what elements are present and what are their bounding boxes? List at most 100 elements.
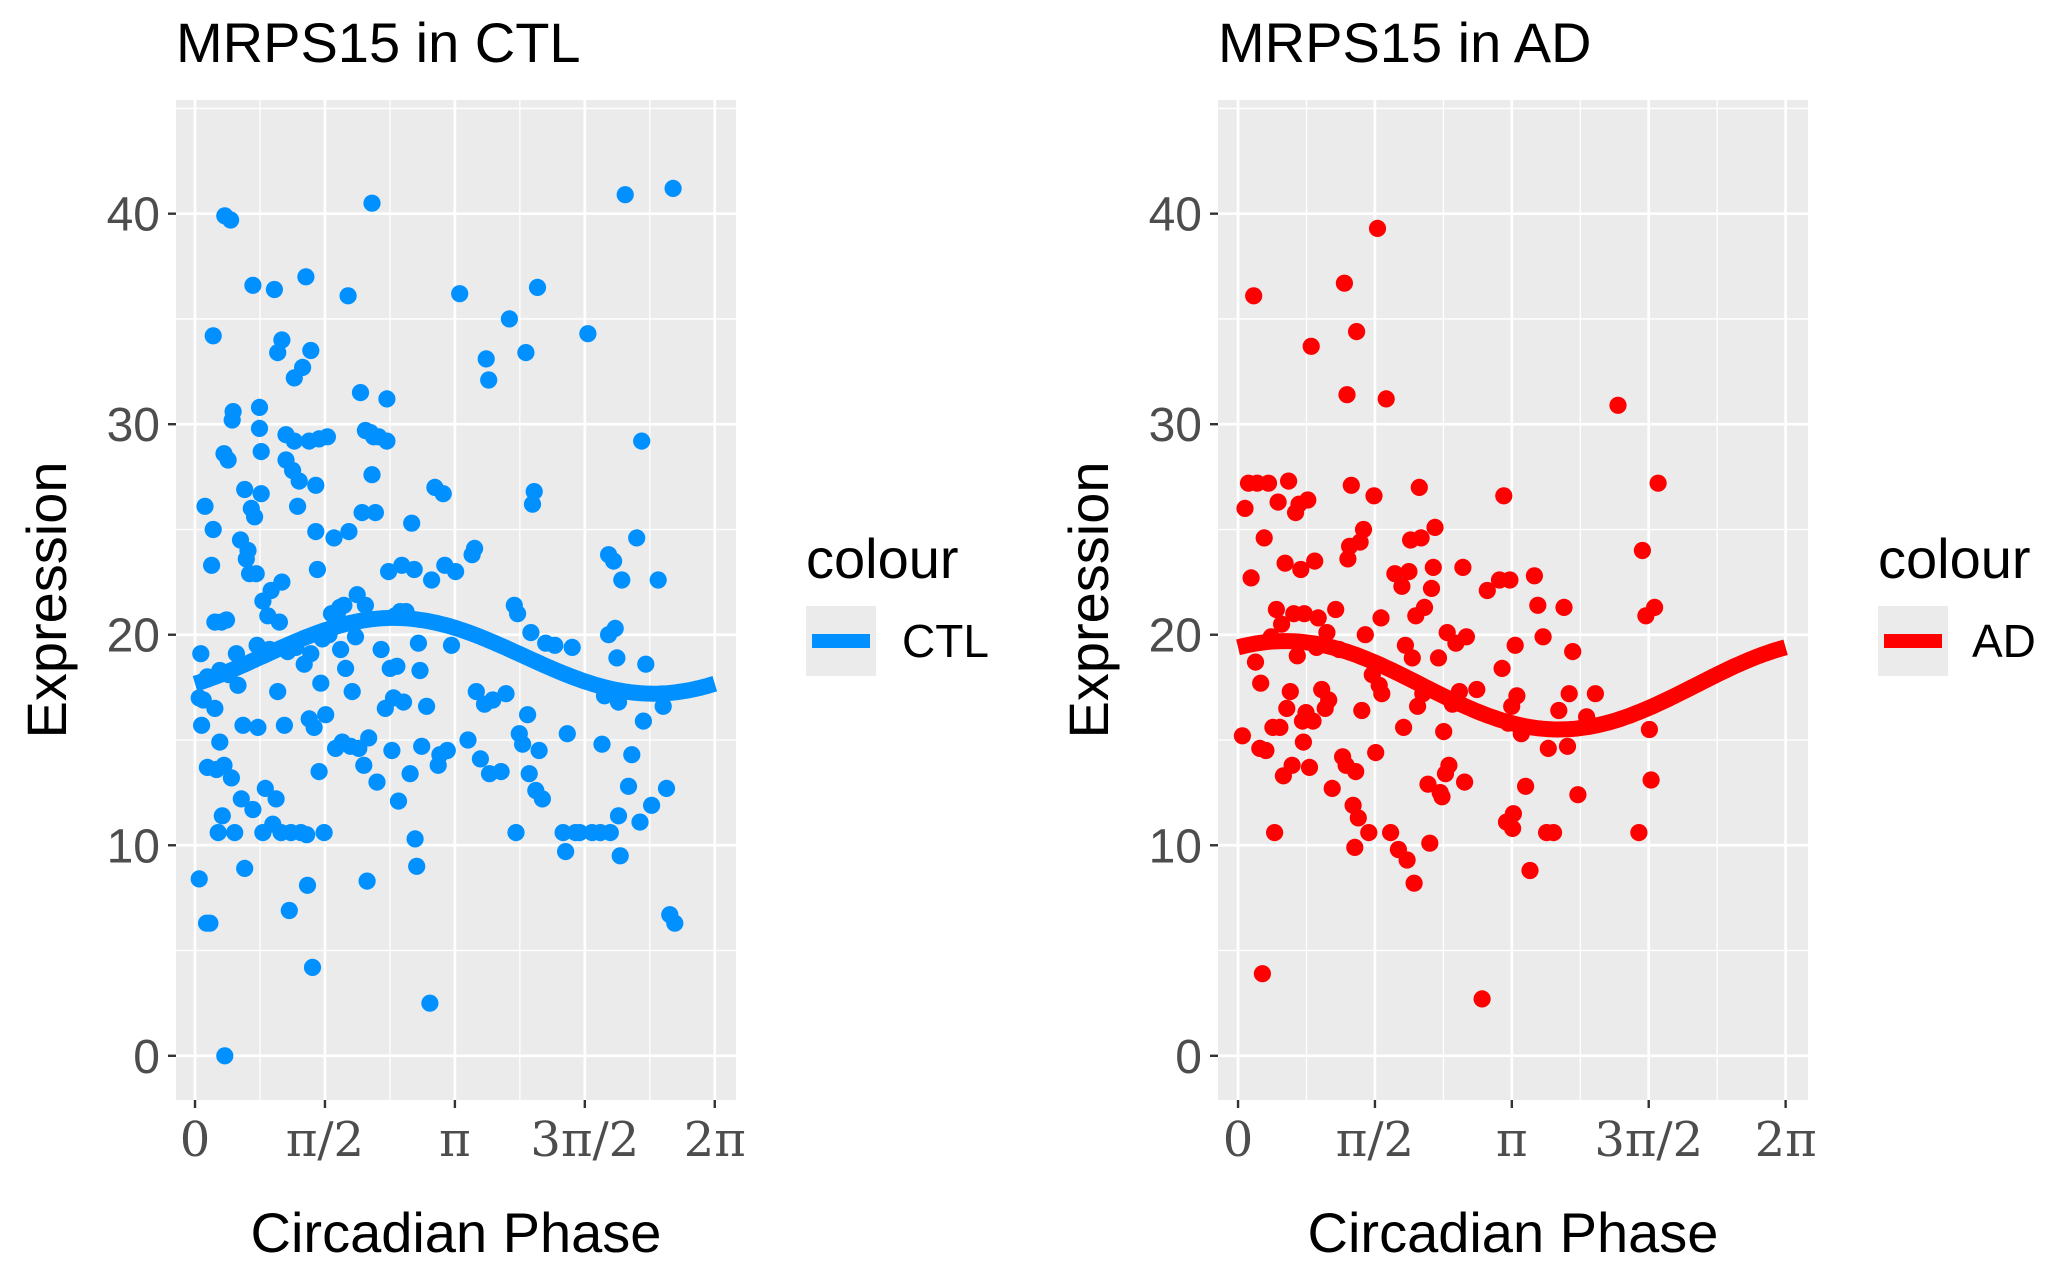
data-point — [229, 676, 247, 694]
data-point — [358, 872, 376, 890]
data-point — [360, 729, 378, 747]
data-point — [1529, 596, 1547, 614]
data-point — [1367, 744, 1385, 762]
data-point — [616, 186, 634, 204]
data-point — [1266, 824, 1284, 842]
data-point — [654, 697, 672, 715]
data-point — [1521, 861, 1539, 880]
data-point — [211, 733, 229, 751]
data-point — [1424, 558, 1442, 577]
data-point — [1422, 579, 1441, 598]
x-tick-label: 3π/2 — [1594, 1112, 1703, 1168]
data-point — [1318, 624, 1336, 642]
data-point — [519, 706, 537, 724]
data-point — [554, 824, 572, 842]
data-point — [1255, 529, 1273, 547]
chart-ad-y-axis-title: Expression — [1057, 461, 1120, 738]
data-point — [216, 1047, 234, 1065]
data-point — [1649, 474, 1667, 492]
chart-ctl-x-axis-title: Circadian Phase — [251, 1201, 662, 1264]
chart-ctl-title: MRPS15 in CTL — [176, 11, 581, 74]
data-point — [297, 268, 315, 286]
chart-ctl-axes: 0 10 20 30 40 0 π/2 π 3π/2 2π — [107, 189, 746, 1168]
data-point — [1473, 990, 1491, 1008]
data-point — [1349, 809, 1367, 827]
data-point — [219, 451, 237, 469]
data-point — [280, 901, 298, 920]
chart-ctl-grid — [176, 100, 736, 1100]
data-point — [204, 327, 222, 345]
data-point — [335, 596, 353, 614]
data-point — [366, 503, 384, 522]
data-point — [484, 691, 502, 709]
chart-ctl-legend: colour CTL — [806, 527, 989, 676]
y-tick-label: 40 — [1149, 189, 1202, 242]
data-point — [1525, 567, 1543, 585]
data-point — [1327, 600, 1345, 619]
data-point — [557, 843, 575, 861]
data-point — [1299, 491, 1317, 509]
data-point — [1398, 851, 1416, 869]
data-point — [310, 763, 328, 781]
y-tick-label: 20 — [1149, 610, 1202, 663]
data-point — [1283, 756, 1301, 774]
data-point — [442, 636, 461, 654]
data-point — [1346, 838, 1364, 857]
data-point — [619, 777, 638, 795]
data-point — [606, 619, 624, 638]
data-point — [507, 824, 525, 842]
data-point — [631, 813, 649, 831]
data-point — [1539, 739, 1557, 758]
data-point — [1493, 659, 1511, 678]
data-point — [289, 497, 307, 515]
data-point — [294, 358, 312, 376]
data-point — [325, 529, 343, 547]
data-point — [1642, 771, 1660, 789]
data-point — [1569, 786, 1587, 804]
data-point — [380, 563, 398, 581]
data-point — [1278, 699, 1296, 718]
data-point — [1440, 756, 1458, 774]
chart-ctl-points — [190, 179, 719, 1065]
data-point — [1288, 647, 1306, 665]
data-point — [351, 384, 370, 402]
data-point — [1558, 737, 1577, 755]
data-point — [252, 485, 270, 503]
data-point — [1295, 605, 1313, 623]
data-point — [405, 560, 423, 579]
data-point — [530, 741, 548, 760]
data-point — [451, 285, 469, 303]
data-point — [528, 278, 547, 296]
data-point — [411, 661, 429, 680]
data-point — [372, 640, 390, 659]
data-point — [563, 638, 581, 657]
data-point — [332, 640, 350, 659]
data-point — [579, 325, 597, 343]
data-point — [315, 824, 333, 842]
data-point — [1377, 390, 1395, 408]
data-point — [492, 763, 510, 781]
data-point — [546, 636, 564, 654]
data-point — [1245, 287, 1263, 305]
data-point — [1372, 609, 1390, 627]
data-point — [388, 657, 406, 675]
data-point — [571, 824, 589, 842]
data-point — [196, 497, 214, 515]
data-point — [1429, 649, 1448, 667]
data-point — [317, 706, 335, 724]
data-point — [232, 790, 250, 808]
data-point — [480, 371, 498, 389]
x-tick-label: 3π/2 — [530, 1112, 639, 1168]
y-tick-label: 20 — [107, 610, 160, 663]
data-point — [1309, 609, 1327, 627]
y-tick-label: 30 — [1149, 399, 1202, 452]
data-point — [1292, 560, 1310, 579]
data-point — [1508, 687, 1526, 705]
data-point — [1365, 487, 1383, 505]
data-point — [1236, 499, 1254, 517]
data-point — [213, 807, 231, 825]
data-point — [467, 683, 485, 701]
data-point — [1495, 487, 1513, 505]
data-point — [593, 735, 611, 753]
y-tick-label: 0 — [1175, 1031, 1202, 1084]
